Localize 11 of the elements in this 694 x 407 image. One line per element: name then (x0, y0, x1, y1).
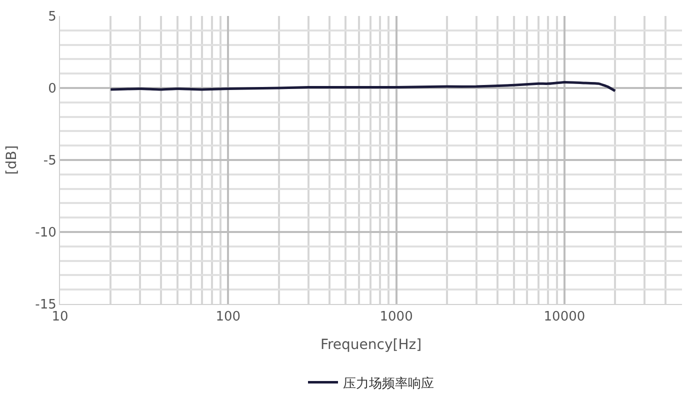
y-tick-label: 5 (48, 10, 56, 25)
x-axis-title: Frequency[Hz] (320, 336, 422, 353)
x-tick-label: 10 (52, 310, 68, 325)
y-axis-title: [dB] (4, 145, 20, 175)
y-tick-label: -5 (43, 154, 56, 169)
x-tick-label: 10000 (544, 310, 586, 325)
x-tick-label: 1000 (380, 310, 413, 325)
y-tick-label: 0 (48, 82, 56, 97)
legend-label: 压力场频率响应 (343, 375, 434, 392)
x-tick-label: 100 (216, 310, 241, 325)
y-tick-label: -10 (35, 226, 56, 241)
